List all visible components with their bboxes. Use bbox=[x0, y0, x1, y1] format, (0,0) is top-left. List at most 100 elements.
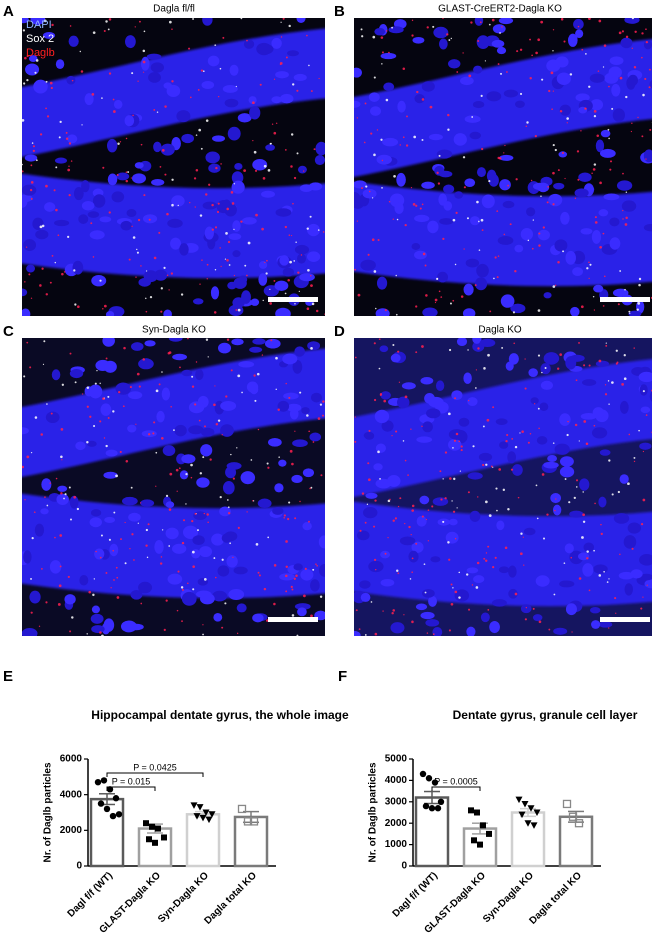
puncta bbox=[220, 496, 222, 498]
puncta bbox=[492, 406, 494, 408]
significance-label: P = 0.015 bbox=[112, 776, 151, 786]
nucleus bbox=[380, 391, 390, 400]
puncta bbox=[120, 451, 122, 453]
puncta bbox=[195, 206, 196, 207]
puncta bbox=[229, 542, 231, 544]
nucleus bbox=[234, 567, 248, 575]
puncta bbox=[605, 345, 607, 347]
nucleus bbox=[559, 413, 570, 426]
nucleus bbox=[489, 621, 500, 633]
puncta bbox=[589, 264, 591, 266]
nucleus bbox=[292, 439, 308, 447]
puncta bbox=[153, 421, 155, 423]
puncta bbox=[637, 117, 638, 118]
nucleus bbox=[218, 565, 230, 576]
data-point bbox=[420, 771, 426, 777]
nucleus bbox=[468, 472, 483, 479]
puncta bbox=[354, 269, 356, 271]
puncta bbox=[400, 144, 401, 145]
nucleus bbox=[35, 524, 44, 537]
puncta bbox=[149, 219, 151, 221]
puncta bbox=[464, 186, 466, 188]
nucleus bbox=[492, 40, 505, 48]
puncta bbox=[373, 154, 376, 157]
nucleus bbox=[87, 441, 97, 447]
puncta bbox=[456, 71, 458, 73]
puncta bbox=[526, 607, 527, 608]
puncta bbox=[285, 149, 287, 151]
puncta bbox=[102, 308, 104, 310]
puncta bbox=[61, 459, 62, 460]
puncta bbox=[531, 55, 533, 57]
nucleus bbox=[293, 563, 302, 570]
puncta bbox=[40, 226, 43, 229]
nucleus bbox=[91, 509, 101, 516]
puncta bbox=[466, 573, 468, 575]
puncta bbox=[105, 572, 107, 574]
puncta bbox=[374, 342, 376, 344]
puncta bbox=[281, 36, 282, 37]
puncta bbox=[65, 493, 67, 495]
nucleus bbox=[573, 19, 584, 30]
puncta bbox=[475, 284, 477, 286]
nucleus bbox=[172, 544, 186, 554]
puncta bbox=[259, 574, 261, 576]
puncta bbox=[410, 578, 412, 580]
nucleus bbox=[501, 294, 515, 307]
puncta bbox=[320, 474, 322, 476]
puncta bbox=[412, 20, 413, 21]
puncta bbox=[143, 61, 146, 64]
puncta bbox=[43, 364, 44, 365]
nucleus bbox=[29, 591, 40, 604]
nucleus bbox=[598, 497, 606, 508]
panel-letter: A bbox=[3, 3, 14, 20]
puncta bbox=[461, 449, 463, 451]
puncta bbox=[481, 148, 483, 150]
puncta bbox=[354, 441, 356, 443]
puncta bbox=[69, 194, 71, 196]
puncta bbox=[483, 558, 485, 560]
puncta bbox=[21, 164, 23, 166]
puncta bbox=[246, 40, 248, 42]
puncta bbox=[155, 486, 156, 487]
puncta bbox=[579, 577, 582, 580]
puncta bbox=[451, 38, 452, 39]
puncta bbox=[389, 499, 391, 501]
puncta bbox=[70, 353, 72, 355]
puncta bbox=[50, 82, 53, 85]
puncta bbox=[205, 193, 207, 195]
puncta bbox=[374, 499, 376, 501]
puncta bbox=[110, 587, 111, 588]
puncta bbox=[72, 80, 74, 82]
granule-layer bbox=[349, 501, 652, 606]
puncta bbox=[382, 610, 383, 611]
puncta bbox=[565, 478, 567, 480]
puncta bbox=[228, 506, 230, 508]
nucleus bbox=[377, 277, 387, 290]
puncta bbox=[294, 578, 296, 580]
puncta bbox=[161, 437, 164, 440]
puncta bbox=[377, 239, 379, 241]
nucleus bbox=[303, 468, 314, 477]
puncta bbox=[101, 97, 103, 99]
legend-entry: Daglb bbox=[26, 47, 55, 59]
nucleus bbox=[381, 579, 395, 587]
nucleus bbox=[443, 201, 452, 210]
puncta bbox=[192, 565, 195, 568]
puncta bbox=[143, 50, 146, 53]
puncta bbox=[59, 584, 62, 587]
nucleus bbox=[579, 478, 589, 490]
puncta bbox=[307, 269, 310, 272]
data-point bbox=[438, 799, 444, 805]
nucleus bbox=[17, 195, 33, 203]
nucleus bbox=[151, 179, 164, 186]
puncta bbox=[543, 226, 545, 228]
nucleus bbox=[231, 339, 243, 346]
puncta bbox=[30, 578, 32, 580]
puncta bbox=[60, 566, 62, 568]
nucleus bbox=[464, 284, 474, 296]
puncta bbox=[608, 86, 610, 88]
x-tick-label: Syn-Dagla KO bbox=[156, 870, 211, 925]
puncta bbox=[104, 305, 107, 308]
puncta bbox=[485, 464, 487, 466]
